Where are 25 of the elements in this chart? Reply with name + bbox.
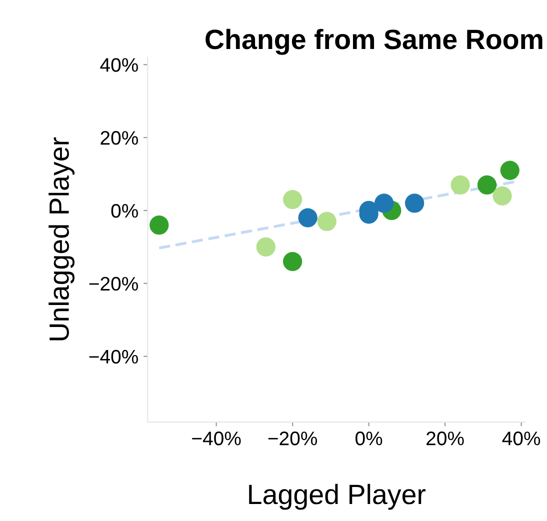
point [256,237,276,257]
x-tick-label: 0% [356,432,382,446]
point [477,175,497,195]
x-tick-label: −20% [268,432,318,446]
point [282,190,302,210]
x-axis-title: Lagged Player [249,484,426,510]
x-tick-label: 40% [502,432,540,446]
x-tick-label: −40% [192,432,241,446]
point [492,186,512,206]
y-tick-label: 0% [111,204,138,218]
y-tick-label: 40% [100,58,138,72]
chart-title: Change from Same Room [206,28,542,55]
y-tick-label: −20% [89,276,138,291]
point [500,160,520,180]
y-tick-label: 20% [100,131,138,145]
point [282,252,302,272]
point [298,208,318,228]
point [150,216,169,235]
x-tick-label: 20% [426,432,464,446]
point [450,175,470,195]
point [404,194,424,213]
y-tick-label: −40% [89,350,138,364]
y-axis-title: Unlagged Player [48,137,74,340]
point [317,212,336,231]
point [374,194,394,213]
